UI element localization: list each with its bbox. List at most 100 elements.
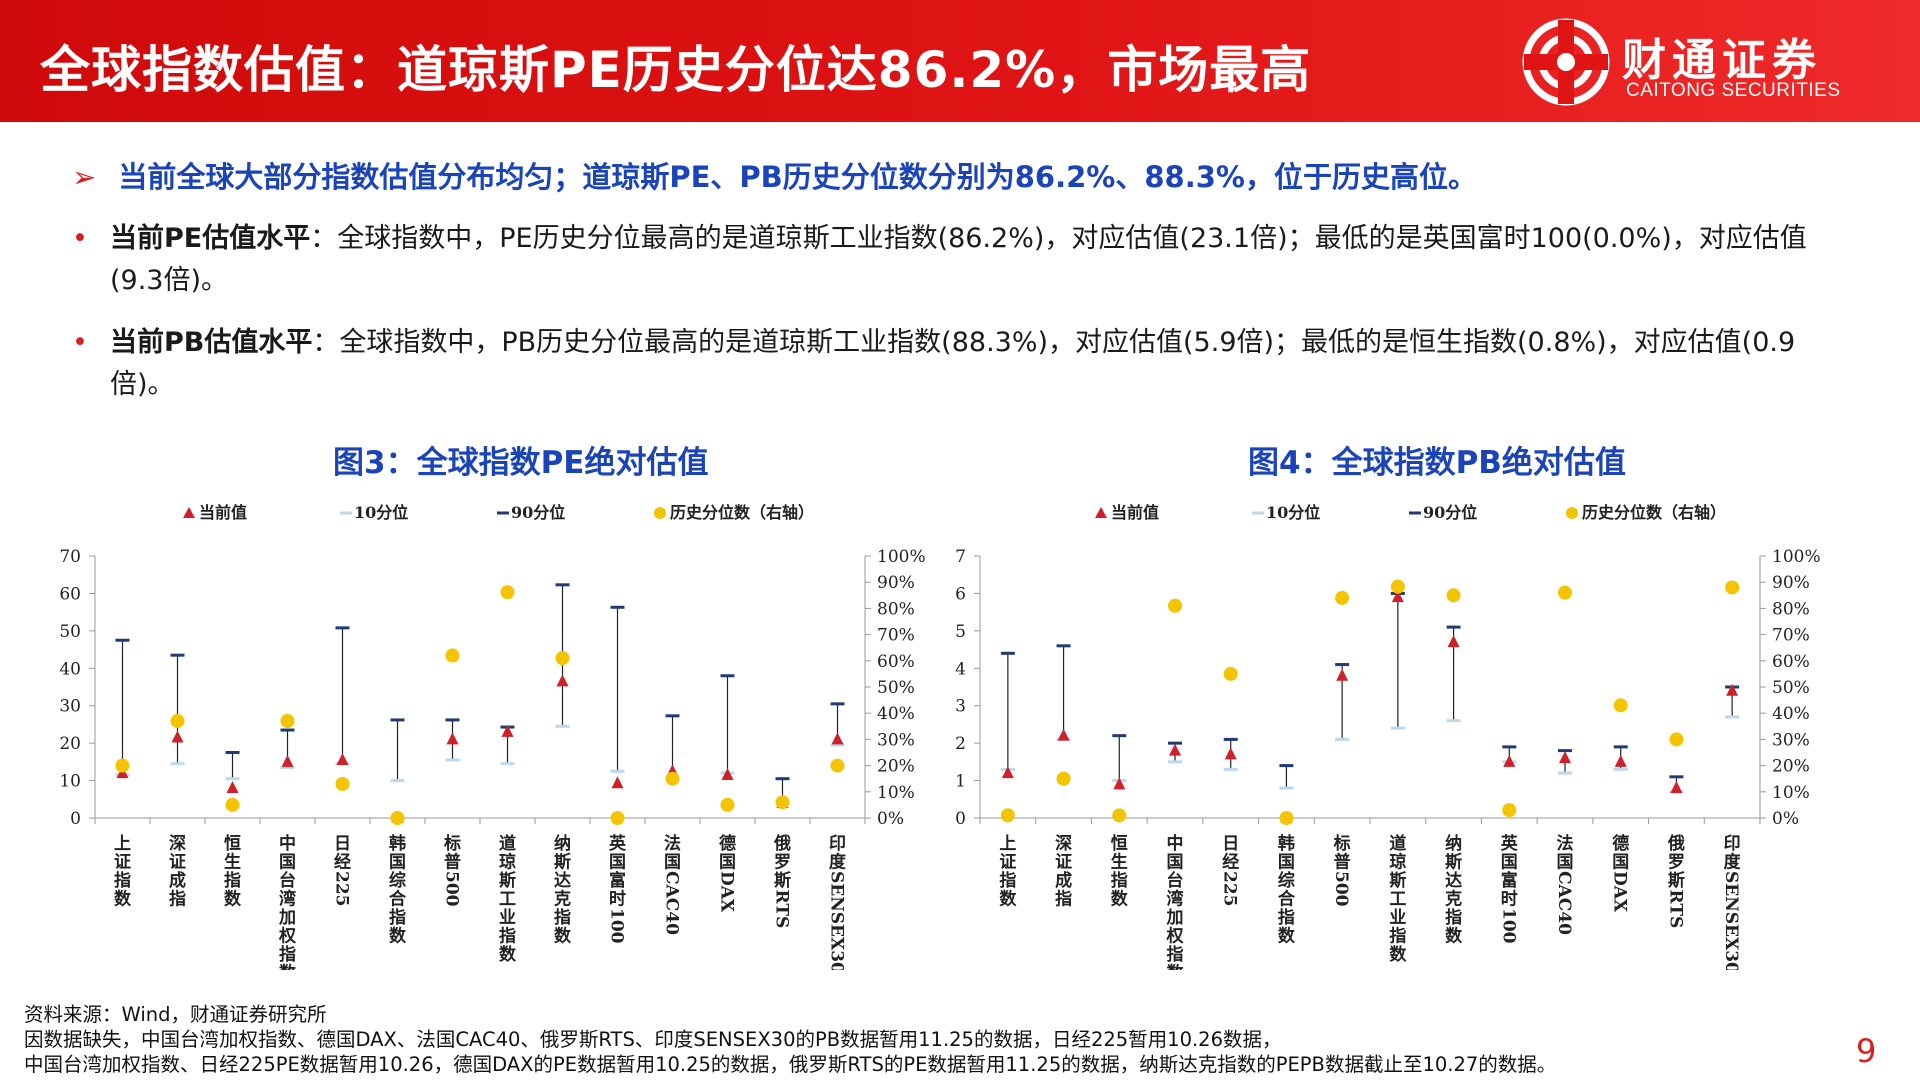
- logo-text-en: CAITONG SECURITIES: [1626, 80, 1841, 101]
- arrow-bullet-icon: ➢: [72, 160, 97, 194]
- x-tick-label-part: 恒: [224, 833, 241, 854]
- logo-text-cn: 财通证券: [1622, 35, 1822, 86]
- x-tick-label-part: 权: [1166, 926, 1185, 947]
- x-tick-label-part: 国: [1167, 853, 1184, 873]
- x-tick-label-part: 斯: [1389, 870, 1406, 891]
- x-tick-label-part: 指: [279, 944, 296, 965]
- legend-current-label: 当前值: [199, 503, 247, 522]
- x-tick-label-part: 综: [1278, 870, 1295, 891]
- page-number: 9: [1856, 1032, 1877, 1070]
- x-tick-label-part: 权: [278, 926, 297, 947]
- chart-legend: 当前值 10分位 90分位 历史分位数（右轴）: [1095, 503, 1726, 522]
- x-tick-label: 俄罗斯RTS: [1665, 833, 1685, 928]
- x-tick-label-part: 德: [719, 833, 736, 854]
- x-tick-label-part: 业: [499, 908, 516, 928]
- x-tick-label-part: 时: [609, 890, 626, 910]
- current-value-marker: [171, 730, 184, 743]
- x-tick-label-part: 国: [1557, 853, 1574, 873]
- right-y-tick-label: 70%: [1772, 626, 1810, 646]
- source-notes: 资料来源：Wind，财通证券研究所 因数据缺失，中国台湾加权指数、德国DAX、法…: [24, 1002, 1556, 1077]
- historical-percentile-point: [720, 797, 735, 812]
- x-tick-label-part: 225: [1220, 871, 1240, 907]
- left-y-tick-label: 2: [955, 734, 966, 754]
- x-tick-label-part: 指: [999, 870, 1016, 891]
- right-y-tick-label: 70%: [877, 626, 915, 646]
- historical-percentile-point: [775, 795, 790, 810]
- caitong-logo: 财通证券 CAITONG SECURITIES: [1522, 14, 1902, 110]
- x-tick-label-part: 国: [279, 853, 296, 873]
- x-tick-label-part: 普: [444, 852, 461, 873]
- historical-percentile-point: [335, 776, 350, 791]
- x-tick-label-part: 斯: [774, 870, 791, 891]
- x-tick-label: 中国台湾加权指数: [1166, 833, 1185, 970]
- x-tick-label-part: 证: [1055, 853, 1072, 873]
- x-tick-label: 印度SENSEX30: [1721, 834, 1742, 970]
- caitong-logo-icon: [1522, 18, 1610, 106]
- x-tick-label-part: 法: [664, 833, 681, 854]
- current-value-marker: [336, 752, 349, 765]
- x-tick-label-part: 俄: [773, 833, 791, 854]
- current-value-marker: [446, 732, 459, 745]
- x-tick-label-part: 上: [114, 834, 131, 854]
- x-tick-label: 中国台湾加权指数: [278, 833, 297, 970]
- source-note-line: 因数据缺失，中国台湾加权指数、德国DAX、法国CAC40、俄罗斯RTS、印度SE…: [24, 1028, 1282, 1051]
- x-tick-label-part: 数: [1389, 944, 1407, 965]
- x-tick-label-part: 指: [499, 926, 516, 947]
- x-tick-label-part: 数: [1445, 926, 1463, 947]
- x-tick-label-part: 克: [1445, 889, 1462, 910]
- pb-chart-title: 图4：全球指数PB绝对估值: [1248, 445, 1626, 481]
- x-tick-label: 日经225: [1220, 834, 1240, 907]
- left-y-tick-label: 0: [70, 809, 81, 829]
- source-note-line: 资料来源：Wind，财通证券研究所: [24, 1003, 327, 1026]
- left-y-tick-label: 5: [955, 622, 966, 642]
- x-tick-label-part: 斯: [1445, 852, 1462, 873]
- x-tick-label-part: 恒: [1111, 833, 1128, 854]
- current-value-marker: [226, 781, 239, 794]
- x-tick-label-part: 深: [169, 833, 186, 854]
- x-tick-label-part: 合: [389, 889, 407, 910]
- pe-bullet-label: 当前PE估值水平: [110, 223, 311, 254]
- historical-percentile-point: [1446, 588, 1461, 603]
- legend-pct-label: 历史分位数（右轴）: [1582, 503, 1726, 522]
- x-tick-label-part: 数: [999, 889, 1017, 910]
- pe-bullet: • 当前PE估值水平：全球指数中，PE历史分位最高的是道琼斯工业指数(86.2%…: [72, 218, 1832, 302]
- summary-line: ➢ 当前全球大部分指数估值分布均匀；道琼斯PE、PB历史分位数分别为86.2%、8…: [72, 154, 1477, 196]
- x-tick-label-part: 度: [1724, 852, 1742, 873]
- x-tick-label-part: 斯: [499, 870, 516, 891]
- right-y-tick-label: 10%: [1772, 783, 1810, 803]
- historical-percentile-point: [1502, 803, 1517, 818]
- right-y-tick-label: 80%: [877, 599, 915, 619]
- right-y-tick-label: 90%: [1772, 573, 1810, 593]
- x-tick-label-part: SENSEX30: [1721, 871, 1741, 970]
- current-value-marker: [1447, 635, 1460, 648]
- legend-pct-marker: [1566, 507, 1578, 519]
- current-value-marker: [1336, 668, 1349, 681]
- left-y-tick-label: 20: [59, 734, 81, 754]
- x-tick-label-part: 加: [1166, 908, 1184, 928]
- legend-current-label: 当前值: [1111, 503, 1159, 522]
- x-tick-label-part: 道: [499, 833, 516, 854]
- x-tick-label: 英国富时100: [607, 833, 628, 944]
- right-y-tick-label: 50%: [877, 678, 915, 698]
- historical-percentile-point: [115, 758, 130, 773]
- pb-bullet: • 当前PB估值水平：全球指数中，PB历史分位最高的是道琼斯工业指数(88.3%…: [72, 322, 1832, 406]
- x-tick-label-part: 中: [1167, 833, 1184, 854]
- x-tick-label-part: 指: [1111, 870, 1128, 891]
- left-y-tick-label: 60: [59, 584, 81, 604]
- pe-chart-title: 图3：全球指数PE绝对估值: [333, 445, 709, 481]
- legend-p90-label: 90分位: [1423, 503, 1477, 522]
- historical-percentile-point: [1279, 811, 1294, 825]
- x-tick-label-part: 成: [169, 870, 186, 891]
- right-y-tick-label: 40%: [1772, 704, 1810, 724]
- current-value-marker: [831, 732, 844, 745]
- current-value-marker: [281, 754, 294, 767]
- x-tick-label: 法国CAC40: [662, 833, 682, 935]
- right-y-tick-label: 20%: [877, 757, 915, 777]
- historical-percentile-point: [280, 714, 295, 729]
- x-tick-label: 道琼斯工业指数: [499, 833, 517, 965]
- x-tick-label-part: CAC40: [1554, 871, 1574, 935]
